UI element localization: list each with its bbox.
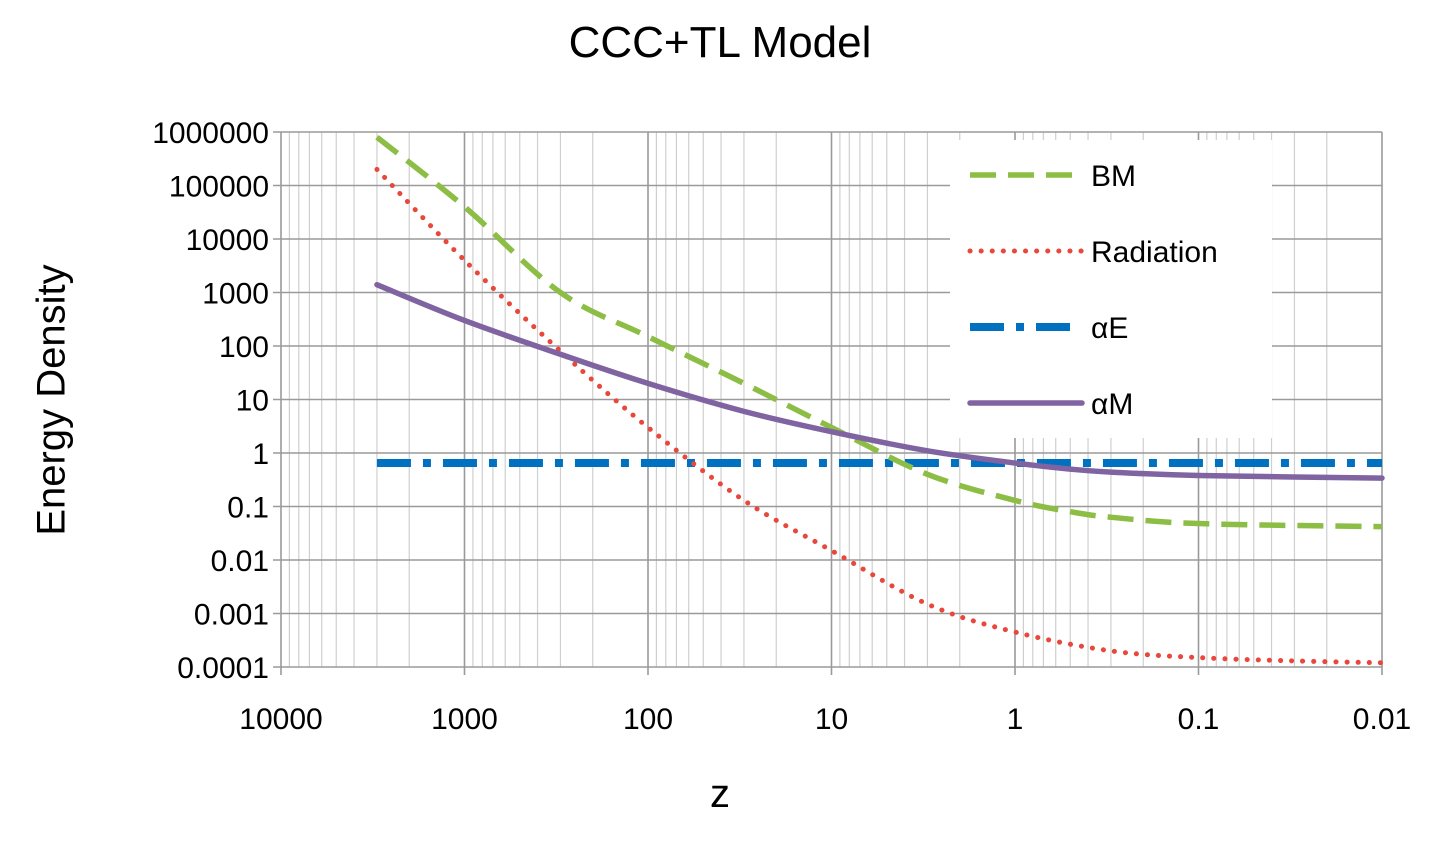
y-tick-label: 10	[236, 385, 269, 418]
legend-box	[950, 140, 1272, 438]
y-tick-label: 100	[219, 331, 269, 364]
y-tick-label: 100000	[169, 171, 269, 204]
legend-label-alpha-e: αE	[1091, 312, 1128, 345]
y-tick-label: 1000000	[152, 117, 269, 150]
legend: BM Radiation αE αM	[950, 140, 1272, 438]
legend-label-bm: BM	[1091, 160, 1136, 193]
y-tick-label: 0.1	[227, 492, 269, 525]
legend-label-radiation: Radiation	[1091, 236, 1218, 269]
y-tick-label: 0.01	[211, 545, 269, 578]
series-line-bm	[375, 135, 1383, 530]
x-tick-label: 100	[623, 703, 673, 736]
x-axis-label: z	[710, 772, 730, 816]
x-tick-label: 0.01	[1353, 703, 1411, 736]
series-lines	[374, 135, 1385, 666]
y-tick-label: 1000	[202, 278, 269, 311]
y-tick-label: 10000	[186, 224, 269, 257]
chart-title: CCC+TL Model	[568, 18, 872, 67]
x-tick-label: 1000	[431, 703, 498, 736]
series-line-alpha-m	[374, 281, 1385, 481]
tick-labels: 10000 1000 100 10 1 0.1 0.01100000010000010000…	[152, 117, 1411, 736]
x-tick-label: 0.1	[1178, 703, 1220, 736]
x-tick-label: 10000	[239, 703, 322, 736]
x-tick-label: 10	[815, 703, 848, 736]
y-tick-label: 0.001	[194, 599, 269, 632]
y-tick-label: 0.0001	[177, 652, 269, 685]
y-tick-label: 1	[252, 438, 269, 471]
legend-label-alpha-m: αM	[1091, 388, 1133, 421]
x-tick-label: 1	[1007, 703, 1024, 736]
